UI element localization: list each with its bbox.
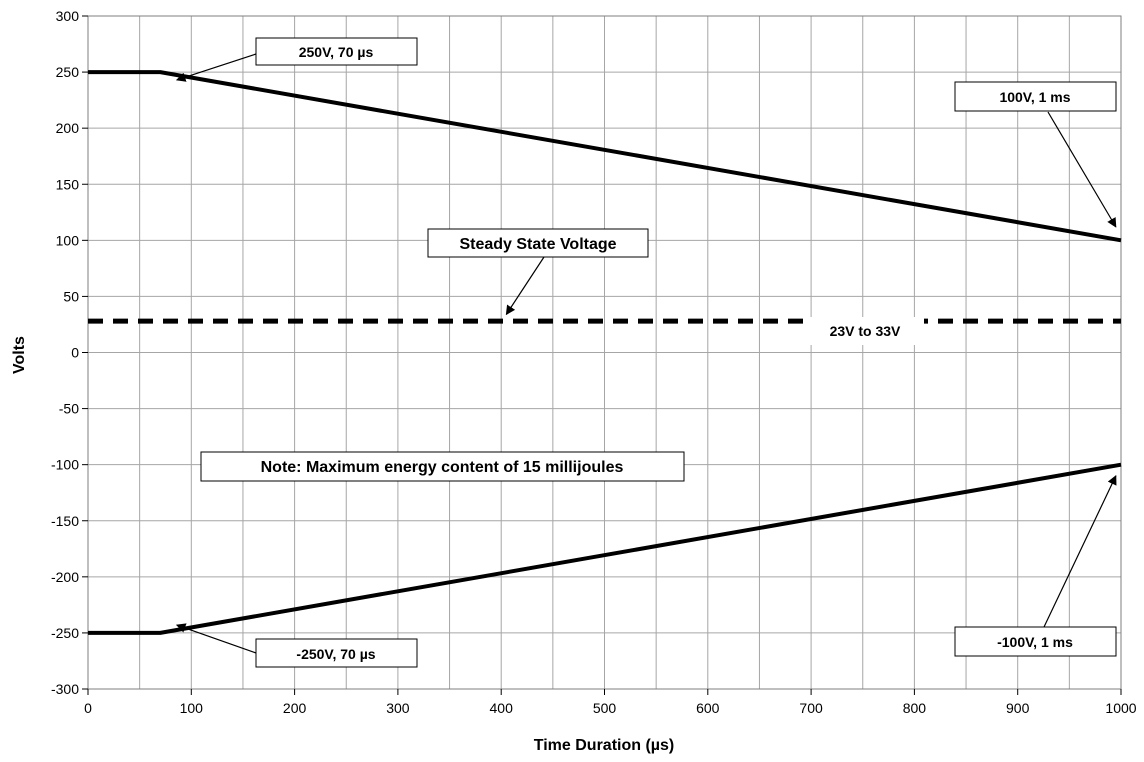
annotation-neg250v-70us-label: -250V, 70 µs [296, 646, 375, 662]
series-negative-envelope [88, 462, 1122, 635]
y-tick-label: -200 [51, 569, 79, 585]
y-tick-label: 50 [63, 288, 79, 304]
y-axis-title: Volts [11, 336, 28, 374]
annotation-23v-to-33v-label: 23V to 33V [830, 323, 901, 339]
y-tick-label: -50 [59, 401, 79, 417]
annotation-note-energy-label: Note: Maximum energy content of 15 milli… [261, 459, 624, 476]
y-tick-label: -300 [51, 681, 79, 697]
x-tick-label: 200 [283, 700, 307, 716]
x-tick-label: 100 [180, 700, 204, 716]
y-tick-label: 100 [56, 232, 80, 248]
arrow-neg250v-70us [175, 623, 257, 654]
annotation-250v-70us: 250V, 70 µs [255, 37, 418, 66]
y-tick-label: 150 [56, 176, 80, 192]
arrow-100v-1ms [1047, 111, 1117, 228]
y-tick-label: -150 [51, 513, 79, 529]
x-tick-label: 1000 [1105, 700, 1136, 716]
annotation-steady-state-label: Steady State Voltage [459, 236, 616, 253]
series-lines [88, 70, 1122, 635]
y-tick-label: 250 [56, 64, 80, 80]
y-tick-label: 300 [56, 8, 80, 24]
x-tick-label: 800 [903, 700, 927, 716]
x-tick-label: 600 [696, 700, 720, 716]
annotation-23v-to-33v: 23V to 33V [806, 317, 924, 345]
annotation-100v-1ms: 100V, 1 ms [954, 81, 1117, 112]
arrow-250v-70us [175, 53, 257, 82]
y-tick-label: 200 [56, 120, 80, 136]
annotation-steady-state: Steady State Voltage [427, 228, 649, 258]
x-tick-label: 400 [490, 700, 514, 716]
x-tick-label: 700 [799, 700, 823, 716]
tick-labels: 0 100 200 300 400 500 600 700 800 900 100030025020… [51, 8, 1137, 716]
arrow-steady-state [505, 256, 545, 316]
x-tick-label: 900 [1006, 700, 1030, 716]
annotation-neg100v-1ms-label: -100V, 1 ms [997, 634, 1073, 650]
annotation-neg100v-1ms: -100V, 1 ms [954, 626, 1117, 657]
x-tick-label: 300 [386, 700, 410, 716]
gridlines [88, 16, 1121, 689]
annotation-250v-70us-label: 250V, 70 µs [299, 44, 374, 60]
y-tick-label: -250 [51, 625, 79, 641]
x-tick-label: 0 [84, 700, 92, 716]
y-tick-label: -100 [51, 457, 79, 473]
x-axis-title: Time Duration (µs) [534, 737, 675, 754]
x-tick-label: 500 [593, 700, 617, 716]
series-positive-envelope [88, 70, 1122, 243]
y-tick-label: 0 [71, 345, 79, 361]
annotation-100v-1ms-label: 100V, 1 ms [999, 89, 1070, 105]
annotation-neg250v-70us: -250V, 70 µs [255, 638, 418, 668]
arrow-neg100v-1ms [1043, 475, 1117, 628]
annotation-note-energy: Note: Maximum energy content of 15 milli… [200, 451, 685, 482]
annotation-arrows [175, 53, 1117, 654]
